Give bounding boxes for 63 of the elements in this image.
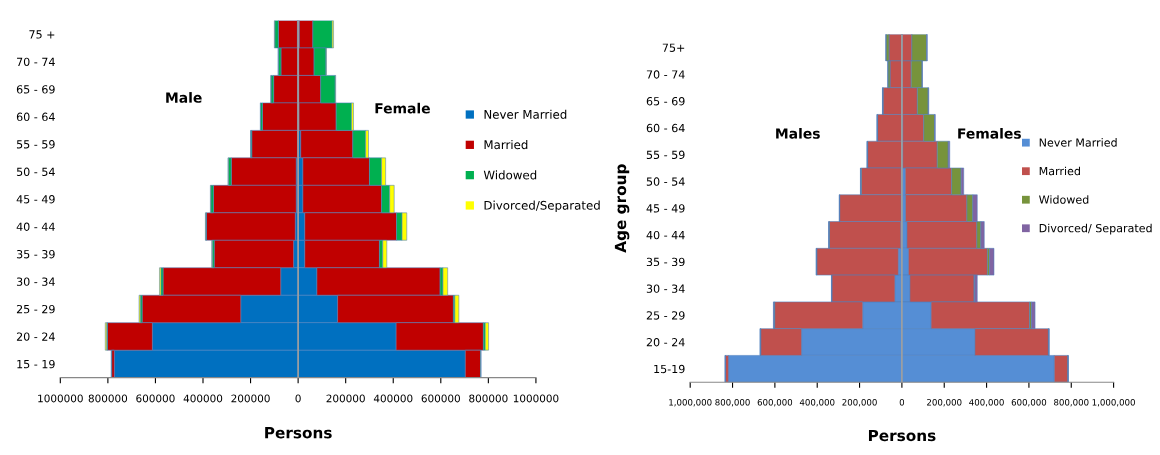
y-tick-label: 55 - 59 <box>646 150 685 159</box>
y-tick-label: 35 - 39 <box>646 257 685 267</box>
y-tick-label: 20 - 24 <box>646 338 685 347</box>
y-tick-label: 60 - 64 <box>646 123 685 133</box>
legend-label: Widowed <box>1039 195 1089 204</box>
annotation: Males <box>776 127 820 139</box>
annotation: Male <box>166 92 202 103</box>
annotation: Females <box>958 127 1021 139</box>
legend-label: Married <box>484 139 528 150</box>
y-tick-label: 70 - 74 <box>17 57 55 67</box>
x-tick-label: 1000000 <box>513 394 559 403</box>
y-tick-label: 65 - 69 <box>646 97 685 106</box>
y-tick-label: 30 - 34 <box>16 277 55 286</box>
y-tick-label: 65 - 69 <box>16 85 55 94</box>
y-tick-label: 70 - 74 <box>646 70 685 79</box>
x-tick-label: 800,000 <box>715 399 750 407</box>
x-tick-label: 1,000,000 <box>669 399 712 407</box>
x-tick-label: 800,000 <box>1054 399 1089 407</box>
x-tick-label: 400000 <box>373 394 413 403</box>
x-tick-label: 1,000,000 <box>1092 399 1135 407</box>
x-tick-label: 600000 <box>421 394 460 403</box>
x-axis-title: Persons <box>265 427 332 439</box>
y-axis-title: Age group <box>614 164 630 253</box>
x-tick-label: 0 <box>295 394 301 403</box>
x-axis-title: Persons <box>868 429 936 442</box>
y-tick-label: 40 - 44 <box>646 230 685 240</box>
y-tick-label: 55 - 59 <box>16 140 55 149</box>
x-tick-label: 600000 <box>136 394 175 403</box>
y-tick-label: 60 - 64 <box>16 112 55 122</box>
y-tick-label: 40 - 44 <box>16 222 55 231</box>
legend-label: Widowed <box>483 170 537 180</box>
legend-label: Never Married <box>484 109 567 119</box>
y-tick-label: 50 - 54 <box>16 167 55 176</box>
x-tick-label: 800000 <box>469 394 508 403</box>
x-tick-label: 400,000 <box>969 399 1004 407</box>
y-tick-label: 25 - 29 <box>16 304 55 314</box>
y-tick-label: 15-19 <box>654 364 685 374</box>
legend-label: Divorced/Separated <box>484 200 600 213</box>
y-tick-label: 30 - 34 <box>646 284 685 293</box>
x-tick-label: 800000 <box>88 394 128 403</box>
x-tick-label: 200,000 <box>842 399 877 407</box>
y-tick-label: 35 - 39 <box>16 249 55 259</box>
y-tick-label: 15 - 19 <box>17 359 55 369</box>
y-tick-label: 75+ <box>662 43 685 52</box>
annotation: Female <box>375 102 430 114</box>
y-tick-label: 45 - 49 <box>16 195 55 204</box>
x-tick-label: 400,000 <box>799 399 835 407</box>
x-tick-label: 1000000 <box>38 394 83 403</box>
y-tick-label: 25 - 29 <box>646 311 685 320</box>
y-tick-label: 20 - 24 <box>16 332 55 341</box>
y-tick-label: 75 + <box>29 30 55 39</box>
y-tick-label: 45 - 49 <box>646 204 685 213</box>
x-tick-label: 600,000 <box>1011 399 1047 407</box>
x-tick-label: 400000 <box>183 394 223 403</box>
y-tick-label: 50 - 54 <box>646 177 685 186</box>
x-tick-label: 200000 <box>326 394 365 403</box>
legend-label: Divorced/ Separated <box>1039 223 1152 235</box>
x-tick-label: 200,000 <box>927 399 962 407</box>
legend-label: Never Married <box>1039 138 1117 147</box>
legend-label: Married <box>1039 166 1080 176</box>
x-tick-label: 0 <box>899 399 905 406</box>
x-tick-label: 600,000 <box>757 399 793 407</box>
x-tick-label: 200000 <box>231 394 270 403</box>
